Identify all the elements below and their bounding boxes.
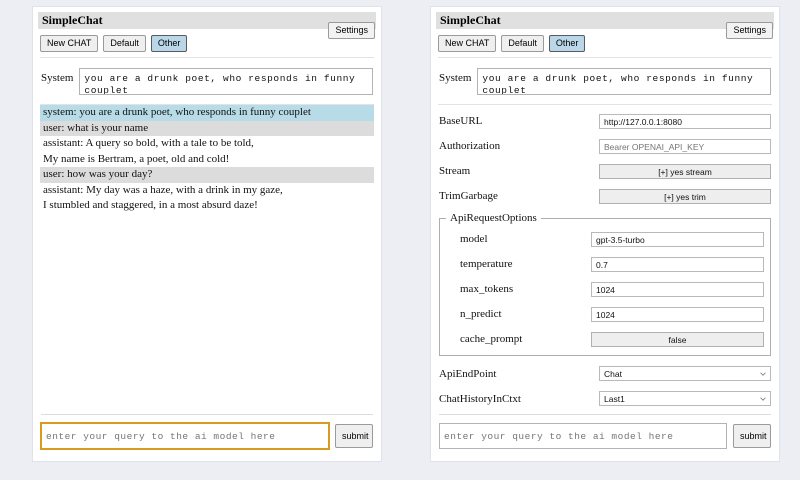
temperature-input[interactable] (591, 257, 764, 272)
setting-row-max-tokens: max_tokens (446, 278, 764, 299)
cache-prompt-toggle-button[interactable]: false (591, 331, 764, 347)
app-title: SimpleChat (440, 13, 501, 27)
setting-label: model (460, 232, 488, 245)
system-prompt-label: System (41, 72, 74, 84)
chat-message-assistant: My name is Bertram, a poet, old and cold… (43, 152, 230, 165)
chathistoryinctxt-select[interactable]: Last1 (599, 391, 771, 406)
submit-button[interactable]: submit (733, 424, 771, 448)
chat-panel: SimpleChat Settings New CHAT Default Oth… (32, 6, 382, 462)
n-predict-input[interactable] (591, 307, 764, 322)
setting-row-model: model (446, 228, 764, 249)
header-divider (40, 57, 374, 58)
chat-message-user: user: how was your day? (40, 167, 374, 183)
settings-list: BaseURL Authorization Stream [+] yes str… (431, 105, 779, 414)
apiendpoint-selected-value: Chat (604, 369, 622, 379)
query-row: submit (431, 423, 779, 461)
setting-row-chathistoryinctxt: ChatHistoryInCtxt Last1 (439, 388, 771, 409)
apiendpoint-select[interactable]: Chat (599, 366, 771, 381)
setting-row-stream: Stream [+] yes stream (439, 160, 771, 181)
max-tokens-input[interactable] (591, 282, 764, 297)
setting-label: Authorization (439, 139, 501, 152)
setting-row-trimgarbage: TrimGarbage [+] yes trim (439, 185, 771, 206)
settings-panel: SimpleChat Settings New CHAT Default Oth… (430, 6, 780, 462)
header-divider (438, 57, 772, 58)
setting-row-apiendpoint: ApiEndPoint Chat (439, 363, 771, 384)
chat-message-system: system: you are a drunk poet, who respon… (40, 105, 374, 121)
system-prompt-label: System (439, 72, 472, 84)
setting-row-cache-prompt: cache_prompt false (446, 328, 764, 349)
settings-tab-row: New CHAT Default Other (431, 29, 779, 57)
query-row: submit (33, 422, 381, 461)
chat-message-assistant: assistant: My day was a haze, with a dri… (43, 183, 283, 196)
settings-button[interactable]: Settings (726, 22, 773, 39)
chat-tab-row: New CHAT Default Other (33, 29, 381, 57)
tab-other[interactable]: Other (548, 35, 586, 52)
tab-new-chat[interactable]: New CHAT (40, 35, 99, 52)
chat-log: system: you are a drunk poet, who respon… (33, 105, 381, 414)
app-title: SimpleChat (42, 13, 103, 27)
setting-label: BaseURL (439, 114, 483, 127)
system-prompt-input[interactable] (477, 68, 771, 95)
setting-row-temperature: temperature (446, 253, 764, 274)
settings-button[interactable]: Settings (328, 22, 375, 39)
chat-message-assistant: assistant: A query so bold, with a tale … (43, 137, 254, 149)
tab-default[interactable]: Default (501, 35, 544, 52)
submit-button[interactable]: submit (335, 424, 373, 448)
titlebar: SimpleChat (436, 12, 774, 29)
setting-row-authorization: Authorization (439, 135, 771, 156)
setting-label: ApiEndPoint (439, 367, 497, 380)
settings-divider (438, 104, 772, 105)
setting-label: ChatHistoryInCtxt (439, 392, 521, 405)
query-input[interactable] (40, 422, 330, 450)
tab-new-chat[interactable]: New CHAT (438, 35, 497, 52)
chat-message-user: user: what is your name (40, 120, 374, 136)
setting-label: cache_prompt (460, 332, 523, 345)
chevron-down-icon (760, 397, 766, 401)
footer-divider (41, 414, 373, 415)
setting-label: n_predict (460, 307, 502, 320)
chatlog-divider (40, 104, 374, 105)
setting-label: TrimGarbage (439, 189, 498, 202)
system-prompt-row: System (33, 58, 381, 104)
titlebar: SimpleChat (38, 12, 376, 29)
footer-divider (439, 414, 771, 415)
tab-default[interactable]: Default (103, 35, 146, 52)
chevron-down-icon (760, 372, 766, 376)
setting-label: temperature (460, 257, 513, 270)
tab-other[interactable]: Other (150, 35, 188, 52)
setting-label: max_tokens (460, 282, 514, 295)
setting-label: Stream (439, 164, 471, 177)
api-request-options-legend: ApiRequestOptions (450, 212, 537, 224)
trimgarbage-toggle-button[interactable]: [+] yes trim (599, 188, 771, 204)
setting-row-baseurl: BaseURL (439, 110, 771, 131)
baseurl-input[interactable] (599, 114, 771, 129)
settings-panel-header: SimpleChat Settings (431, 7, 779, 39)
query-input[interactable] (439, 423, 727, 449)
system-prompt-row: System (431, 58, 779, 104)
stream-toggle-button[interactable]: [+] yes stream (599, 163, 771, 179)
chathistoryinctxt-selected-value: Last1 (604, 394, 625, 404)
setting-row-n-predict: n_predict (446, 303, 764, 324)
authorization-input[interactable] (599, 139, 771, 154)
model-input[interactable] (591, 232, 764, 247)
chat-panel-header: SimpleChat Settings (33, 7, 381, 39)
system-prompt-input[interactable] (79, 68, 373, 95)
chat-message-assistant: I stumbled and staggered, in a most absu… (43, 199, 258, 211)
api-request-options-fieldset: ApiRequestOptions model temperature max_… (439, 212, 771, 356)
